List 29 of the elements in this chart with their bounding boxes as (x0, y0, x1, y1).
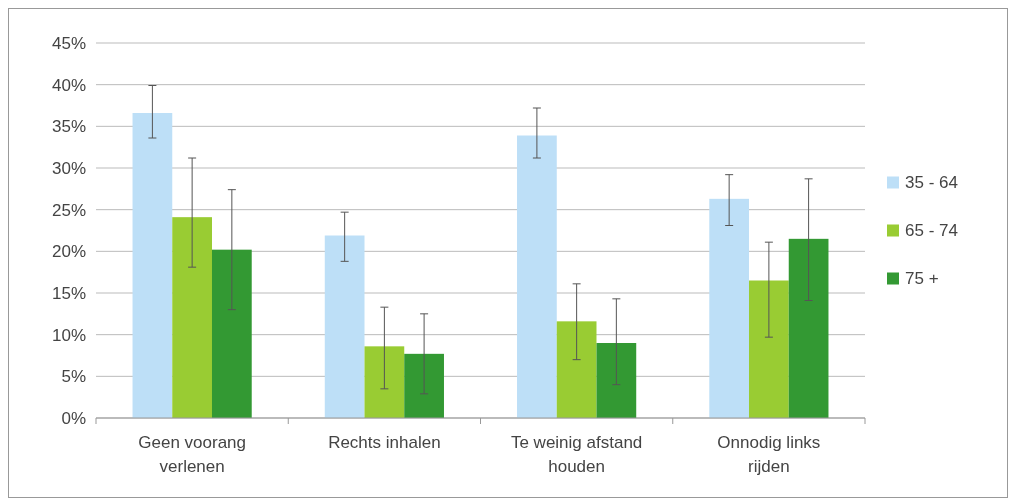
bar (364, 346, 405, 418)
bar (556, 321, 597, 418)
y-tick-label: 0% (61, 408, 86, 428)
bar (788, 238, 829, 418)
bar (709, 198, 750, 418)
bar (404, 353, 444, 418)
x-tick-label: Onnodig links rijden (717, 433, 821, 476)
legend-label: 35 - 64 (905, 173, 958, 193)
bar (132, 113, 173, 418)
bar (172, 217, 212, 418)
y-tick-label: 30% (51, 158, 86, 178)
bar (211, 249, 252, 418)
legend-label: 75 + (905, 269, 939, 289)
legend-label: 65 - 74 (905, 221, 958, 241)
y-tick-label: 35% (51, 117, 86, 137)
y-tick-label: 5% (61, 367, 86, 387)
x-tick-label: Rechts inhalen (328, 433, 441, 452)
bar (596, 343, 637, 418)
y-tick-label: 45% (51, 33, 86, 53)
x-tick-label: Geen voorang verlenen (138, 433, 246, 476)
y-tick-label: 15% (51, 283, 86, 303)
y-tick-label: 20% (51, 242, 86, 262)
bar (517, 135, 557, 418)
bar (749, 280, 789, 418)
y-tick-label: 10% (51, 325, 86, 345)
bar (324, 235, 365, 418)
y-tick-label: 25% (51, 200, 86, 220)
x-tick-label: Te weinig afstand houden (510, 433, 643, 476)
y-tick-label: 40% (51, 75, 86, 95)
